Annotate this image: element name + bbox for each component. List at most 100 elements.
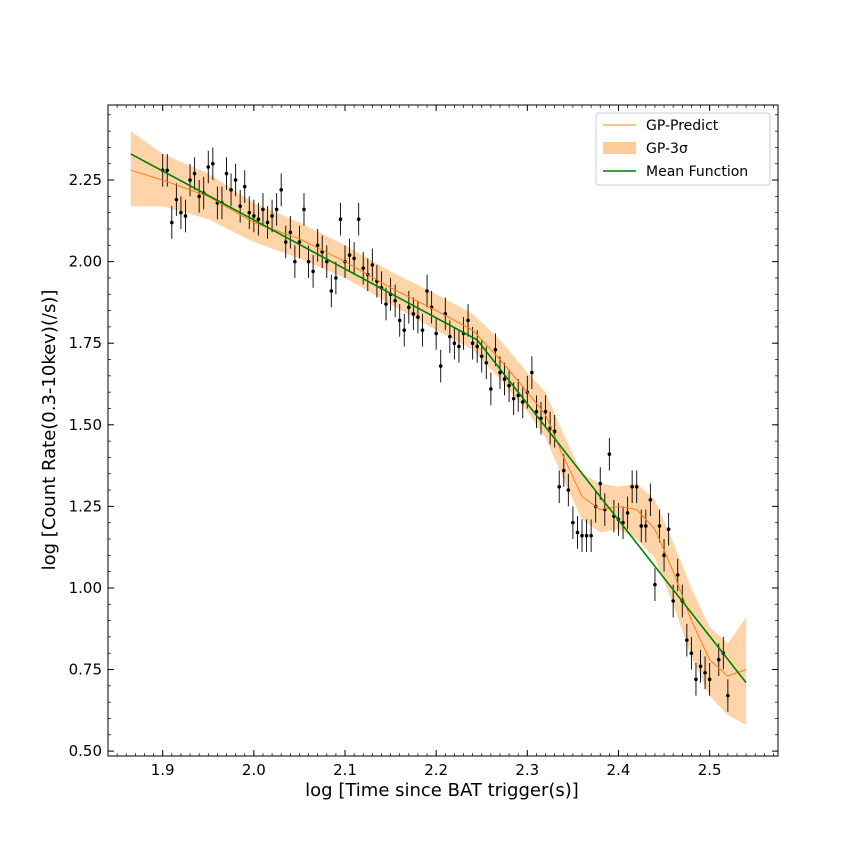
data-point [662,553,666,558]
x-tick-label: 2.2 [424,761,448,779]
data-point [598,481,603,486]
data-point [165,168,170,173]
x-tick-label: 2.0 [242,761,266,779]
data-point [238,204,242,208]
data-point [707,677,712,682]
data-point [174,197,179,202]
data-point [384,302,388,306]
data-point [498,370,502,375]
data-point [197,194,201,199]
data-point [329,289,334,293]
legend-label-gp-predict: GP-Predict [646,118,719,134]
legend-label-mean-function: Mean Function [646,164,748,180]
data-point [347,253,352,257]
data-point [183,214,188,218]
data-point [653,582,657,587]
data-point [561,468,566,473]
data-point [457,344,461,349]
data-point [397,318,402,323]
data-point [302,207,306,212]
data-point [589,533,593,538]
data-point [311,269,315,274]
data-point [334,276,338,280]
data-point [685,638,689,642]
data-point [438,364,443,368]
data-point [242,184,247,189]
data-point [420,328,425,332]
data-point [170,220,174,225]
data-point [247,210,252,215]
data-point [270,214,274,218]
y-tick-label: 2.00 [69,253,102,271]
data-point [475,344,479,349]
axes: 1.9 2.0 2.1 2.2 2.3 2.4 2.5 0.50 0.75 1.00 1.25 1.5… [69,104,779,779]
data-point [630,484,634,489]
data-point [666,527,671,532]
y-axis-label: log [Count Rate(0.3-10kev)(/s)] [39,290,60,571]
data-point [283,240,288,244]
y-tick-label: 1.00 [69,579,102,597]
data-point [206,165,211,169]
data-point [265,220,270,225]
data-point [361,266,366,270]
data-point [671,599,675,603]
data-point [511,396,516,401]
data-point [530,370,534,375]
data-point [324,259,329,264]
data-point [407,305,411,310]
data-point [425,289,429,293]
y-tick-label: 1.25 [69,497,102,515]
data-point [224,171,229,176]
data-point [470,341,475,346]
data-point [192,171,197,176]
x-tick-label: 1.9 [151,761,175,779]
data-point [607,452,612,456]
data-point [484,360,489,365]
data-point [233,178,238,182]
data-point [507,383,511,388]
data-point [288,230,293,235]
axes-frame [107,104,779,757]
x-tick-label: 2.1 [333,761,357,779]
data-point [584,533,589,538]
data-point [356,217,361,222]
plot-content [130,131,747,726]
data-point [703,670,707,675]
legend-swatch-gp-band [603,142,636,154]
y-tick-label: 0.75 [69,661,102,679]
y-tick-label: 1.50 [69,416,102,434]
data-point [338,217,343,222]
gp-predict-line [130,169,747,677]
data-point [639,524,644,528]
data-point [416,315,420,319]
data-point [411,312,416,316]
data-point [315,243,320,248]
data-point [393,298,397,303]
data-point [293,259,297,264]
mean-function-line [130,153,747,684]
x-tick-label: 2.5 [698,761,722,779]
data-point [657,524,662,528]
y-tick-label: 0.50 [69,742,102,760]
data-point [625,511,630,515]
data-point [552,429,557,434]
data-point [675,573,680,577]
data-point [694,677,698,682]
x-tick-label: 2.4 [607,761,631,779]
y-tick-label: 2.25 [69,171,102,189]
data-point [493,347,498,352]
data-point [434,331,438,336]
data-point [557,484,562,489]
data-point [698,664,703,669]
legend-label-gp-band: GP-3σ [646,141,688,157]
legend-box [595,112,771,186]
data-point [229,188,233,192]
data-point [370,263,375,267]
data-point [256,217,261,222]
data-point [297,240,302,244]
data-point [575,530,580,535]
data-point [634,484,639,489]
data-point [352,256,356,261]
data-point [279,188,283,192]
data-point [726,693,730,698]
